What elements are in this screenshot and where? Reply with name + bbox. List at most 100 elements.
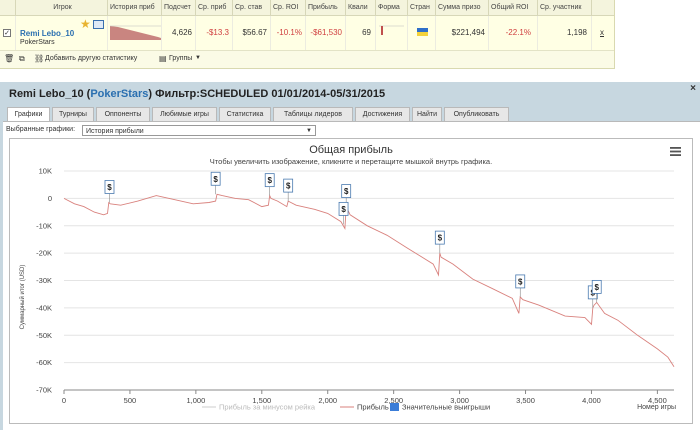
y-tick-label: 10K (39, 167, 52, 176)
remove-row-button[interactable]: x (600, 28, 604, 37)
marker-label: $ (213, 175, 218, 184)
col-count[interactable]: Подсчет (162, 0, 196, 15)
x-tick-label: 500 (124, 396, 137, 405)
stats-table: Игрок История приб Подсчет Ср. приб Ср. … (0, 0, 615, 69)
col-avg-roi[interactable]: Ср. ROI (271, 0, 306, 15)
x-tick-label: 2,000 (318, 396, 337, 405)
player-name-link[interactable]: Remi Lebo_10 (20, 29, 75, 38)
select-col-header (0, 0, 16, 15)
big-win-marker[interactable]: $ (104, 180, 115, 203)
col-ability[interactable]: Квали (346, 0, 376, 15)
y-tick-label: -60K (36, 358, 52, 367)
row-checkbox[interactable]: ✓ (3, 29, 11, 37)
tab-statistics[interactable]: Статистика (219, 107, 271, 121)
big-win-marker[interactable]: $ (515, 274, 526, 297)
x-tick-label: 1,000 (186, 396, 205, 405)
player-site: PokerStars (20, 39, 55, 46)
ability-value: 69 (346, 16, 376, 50)
panel-player-name: Remi Lebo_10 (9, 88, 84, 100)
profile-card-icon[interactable] (93, 20, 104, 29)
x-tick-label: 2,500 (384, 396, 403, 405)
stats-header-row: Игрок История приб Подсчет Ср. приб Ср. … (0, 0, 614, 16)
marker-flag (341, 184, 352, 198)
marker-label: $ (595, 283, 600, 292)
tab-opponents[interactable]: Оппоненты (96, 107, 150, 121)
country-cell (408, 16, 436, 50)
big-win-marker[interactable]: $ (591, 279, 602, 303)
col-avg-stake[interactable]: Ср. став (233, 0, 271, 15)
y-axis-title: Суммарный итог (USD) (19, 265, 26, 330)
chart-select[interactable]: История прибыли ▼ (82, 125, 316, 136)
tab-achievements[interactable]: Достижения (355, 107, 410, 121)
col-avg-profit[interactable]: Ср. приб (196, 0, 233, 15)
y-tick-label: -30K (36, 276, 52, 285)
groups-button[interactable]: Группы (169, 55, 193, 62)
big-win-marker[interactable]: $ (434, 230, 445, 254)
marker-flag (104, 180, 115, 194)
marker-label: $ (107, 183, 112, 192)
big-win-marker[interactable]: $ (264, 173, 275, 196)
trash-icon[interactable]: 🗑 (4, 54, 15, 63)
avg-entrants-value: 1,198 (538, 16, 592, 50)
tab-tournaments[interactable]: Турниры (52, 107, 94, 121)
panel-title: Remi Lebo_10 (PokerStars) Фильтр:SCHEDUL… (9, 88, 386, 100)
player-cell: Remi Lebo_10 PokerStars ★ (16, 16, 108, 50)
legend-profit-label: Прибыль (357, 403, 389, 412)
panel-site-link[interactable]: PokerStars (90, 88, 149, 100)
x-tick-label: 1,500 (252, 396, 271, 405)
row-checkbox-cell: ✓ (0, 16, 16, 50)
add-stats-button[interactable]: Добавить другую статистику (45, 55, 138, 62)
marker-label: $ (341, 205, 346, 214)
chevron-down-icon: ▼ (306, 128, 312, 134)
big-win-marker[interactable]: $ (210, 171, 221, 195)
col-total-roi[interactable]: Общий ROI (489, 0, 538, 15)
x-tick-label: 3,000 (450, 396, 469, 405)
groups-icon: ▤ (159, 54, 167, 63)
star-icon[interactable]: ★ (80, 17, 91, 31)
tab-favorite-games[interactable]: Любимые игры (152, 107, 217, 121)
tab-content: Выбранные графики: История прибыли ▼ Общ… (3, 121, 700, 431)
chart-subtitle: Чтобы увеличить изображение, кликните и … (210, 157, 492, 166)
y-tick-label: -10K (36, 221, 52, 230)
x-tick-label: 4,500 (648, 396, 667, 405)
player-row[interactable]: ✓ Remi Lebo_10 PokerStars ★ 4,626 -$13.3… (0, 16, 614, 51)
col-profit[interactable]: Прибыль (306, 0, 346, 15)
big-win-marker[interactable]: $ (338, 201, 349, 225)
col-country[interactable]: Стран (408, 0, 436, 15)
hamburger-menu-icon[interactable] (670, 147, 681, 156)
tab-publish[interactable]: Опубликовать (444, 107, 509, 121)
tab-leaderboards[interactable]: Таблицы лидеров (273, 107, 353, 121)
series-line-profit (63, 193, 675, 367)
form-cell (376, 16, 408, 50)
col-prize-sum[interactable]: Сумма призо (436, 0, 489, 15)
marker-flag (264, 173, 275, 188)
marker-flag (338, 201, 349, 216)
copy-icon[interactable]: ⧉ (19, 54, 25, 63)
big-win-marker[interactable]: $ (283, 178, 294, 202)
x-tick-label: 3,500 (516, 396, 535, 405)
close-icon[interactable]: × (690, 83, 696, 94)
col-form[interactable]: Форма (376, 0, 408, 15)
tab-charts[interactable]: Графики (7, 107, 50, 122)
col-avg-entrants[interactable]: Ср. участник (538, 0, 592, 15)
legend-net-rake-label: Прибыль за минусом рейка (219, 403, 316, 412)
y-tick-label: -70K (36, 386, 52, 395)
y-axis: 10K 0 -10K -20K -30K -40K -50K -60K -70K (36, 167, 52, 395)
x-tick-label: 4,000 (582, 396, 601, 405)
y-tick-label: -50K (36, 331, 52, 340)
profit-chart[interactable]: Общая прибыль Чтобы увеличить изображени… (10, 139, 692, 423)
avg-stake-value: $56.67 (233, 16, 271, 50)
marker-label: $ (344, 187, 349, 196)
marker-flag (515, 274, 526, 289)
col-player[interactable]: Игрок (16, 0, 108, 15)
panel-filter: Фильтр:SCHEDULED 01/01/2014-05/31/2015 (155, 88, 386, 100)
col-profit-history[interactable]: История приб (108, 0, 162, 15)
marker-label: $ (267, 176, 272, 185)
avg-roi-value: -10.1% (271, 16, 306, 50)
profit-sparkline[interactable] (108, 16, 162, 50)
chart-select-value: История прибыли (86, 128, 144, 135)
form-sparkline (379, 25, 404, 35)
tab-find[interactable]: Найти (412, 107, 442, 121)
y-tick-label: 0 (48, 194, 52, 203)
chart-legend: Прибыль за минусом рейка Прибыль Значитель… (202, 403, 490, 412)
